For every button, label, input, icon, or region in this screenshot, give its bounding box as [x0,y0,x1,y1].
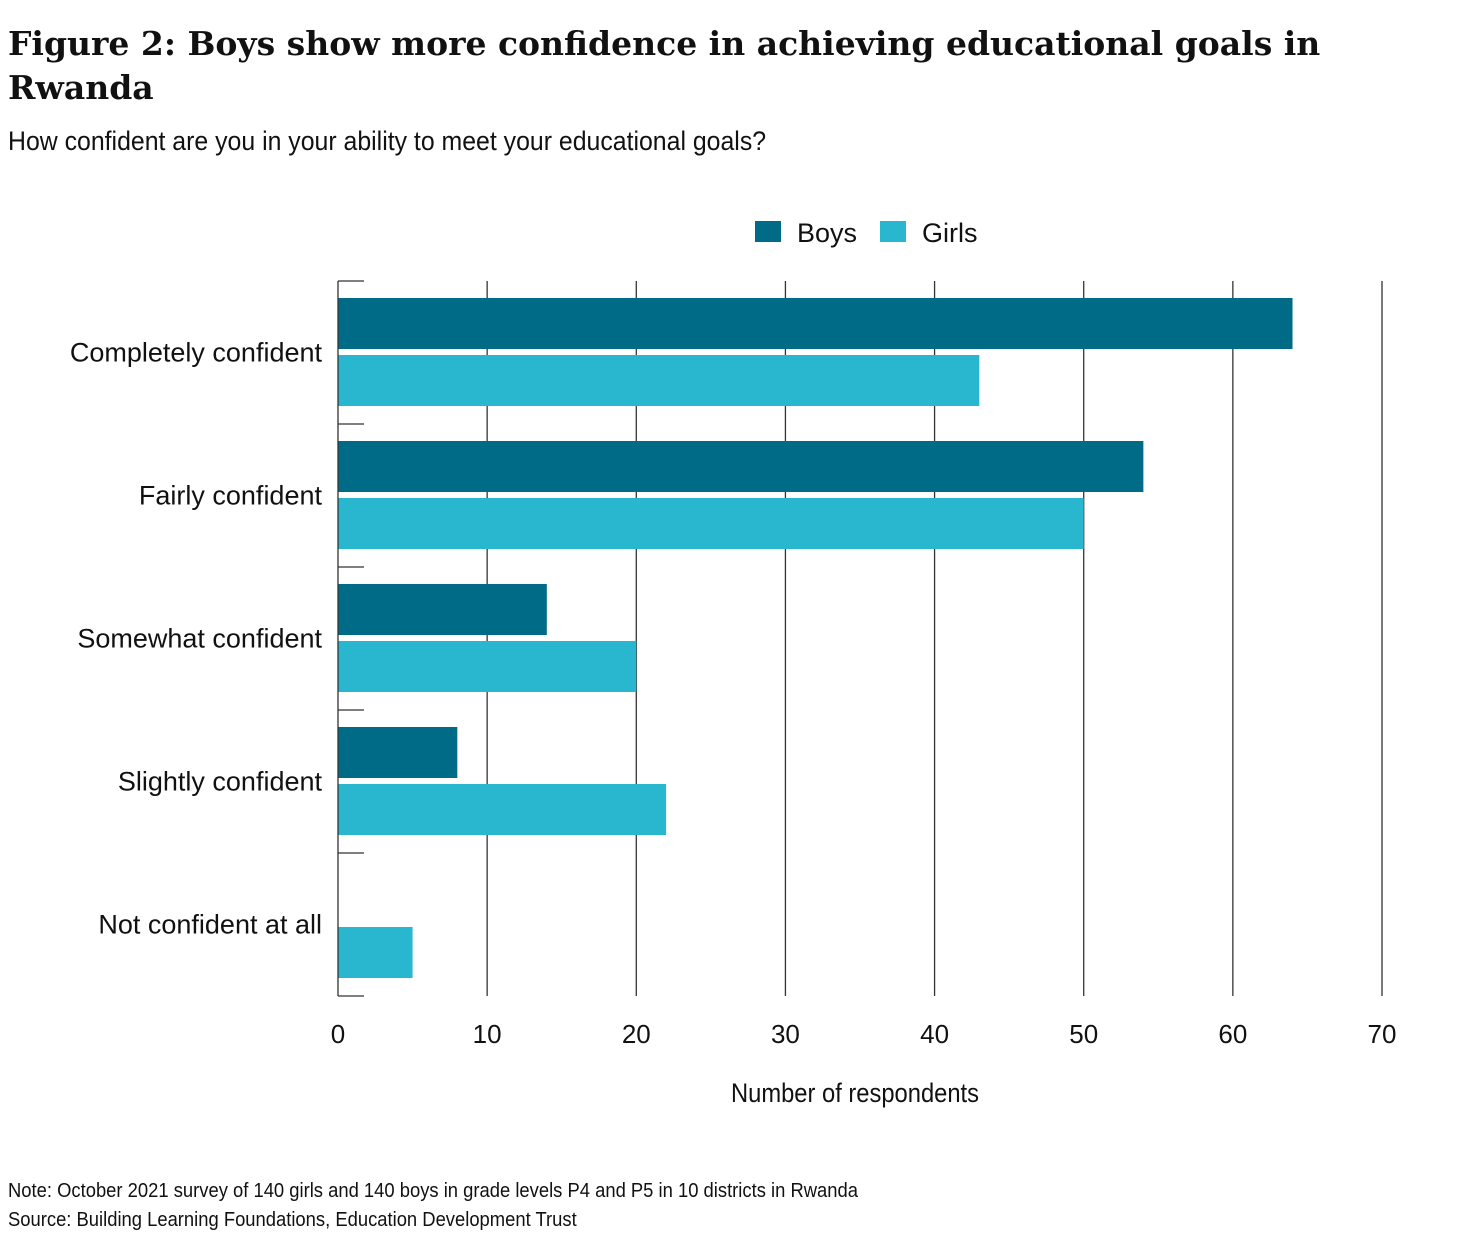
source-text: Source: Building Learning Foundations, E… [8,1209,577,1231]
x-tick-label: 10 [473,1019,502,1049]
category-label-slightly-confident: Slightly confident [118,767,323,797]
bar-girls-fairly-confident [338,498,1084,549]
bar-boys-completely-confident [338,298,1293,349]
bar-girls-not-confident-at-all [338,927,413,978]
legend-swatch-boys [755,221,781,242]
legend-label-girls: Girls [922,218,978,248]
legend-label-boys: Boys [797,218,857,248]
chart-title: Figure 2: Boys show more confidence in a… [8,24,1321,107]
x-tick-label: 50 [1069,1019,1098,1049]
category-label-completely-confident: Completely confident [70,338,323,368]
category-labels: Completely confident Fairly confident Some… [70,338,323,940]
x-axis-label: Number of respondents [731,1078,979,1108]
bar-boys-slightly-confident [338,727,458,778]
x-axis-ticks: 0 10 20 30 40 50 60 70 [331,1019,1397,1049]
bar-girls-slightly-confident [338,784,667,835]
legend-swatch-girls [880,221,906,242]
x-tick-label: 0 [331,1019,345,1049]
x-tick-label: 40 [920,1019,949,1049]
chart-subtitle: How confident are you in your ability to… [8,126,767,156]
x-tick-label: 60 [1218,1019,1247,1049]
bar-boys-fairly-confident [338,441,1144,492]
x-tick-label: 70 [1368,1019,1397,1049]
legend: Boys Girls [755,218,978,248]
bars [338,298,1293,978]
note-text: Note: October 2021 survey of 140 girls a… [8,1180,858,1202]
x-tick-label: 30 [771,1019,800,1049]
bar-boys-somewhat-confident [338,584,547,635]
category-label-not-confident-at-all: Not confident at all [98,910,322,940]
category-label-somewhat-confident: Somewhat confident [77,624,322,654]
y-axis [337,280,364,997]
bar-girls-completely-confident [338,355,980,406]
bar-girls-somewhat-confident [338,641,637,692]
x-tick-label: 20 [622,1019,651,1049]
category-label-fairly-confident: Fairly confident [139,481,323,511]
